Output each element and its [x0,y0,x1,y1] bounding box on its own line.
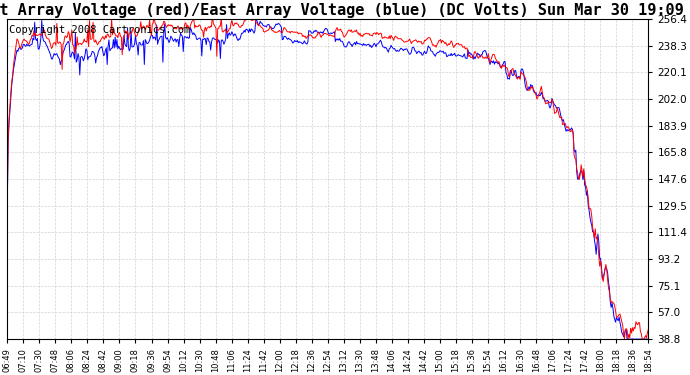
Title: West Array Voltage (red)/East Array Voltage (blue) (DC Volts) Sun Mar 30 19:09: West Array Voltage (red)/East Array Volt… [0,3,684,18]
Text: Copyright 2008 Cartronics.com: Copyright 2008 Cartronics.com [8,26,190,35]
